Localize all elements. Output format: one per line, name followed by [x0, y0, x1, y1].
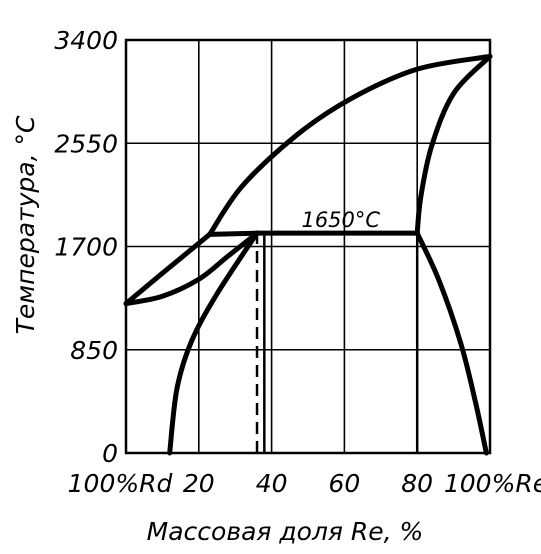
x-tick-label: 20 [183, 469, 215, 498]
y-axis-title: Температура, °C [11, 115, 40, 334]
y-tick-label: 1700 [54, 233, 118, 262]
tick-labels-layer: 100%Rd 20 40 60 80 100%Re 0 850 1700 2550 3400 [54, 26, 541, 498]
grid-layer [126, 40, 490, 453]
x-tick-label: 40 [256, 469, 288, 498]
x-tick-label: 100%Re [444, 469, 541, 498]
phase-boundary-line [207, 53, 493, 237]
phase-boundary-line [167, 230, 260, 456]
annotations-layer: 1650°C [301, 208, 380, 232]
phase-lines-layer [123, 53, 493, 456]
y-tick-label: 3400 [54, 26, 118, 55]
y-tick-label: 2550 [54, 129, 118, 158]
phase-boundary-line [414, 230, 489, 456]
phase-boundary-line [123, 231, 213, 307]
x-tick-label: 100%Rd [68, 469, 173, 498]
x-axis-title: Массовая доля Re, % [147, 517, 424, 546]
y-tick-label: 850 [70, 336, 118, 365]
x-tick-label: 60 [328, 469, 360, 498]
phase-boundary-line [207, 230, 260, 237]
temperature-annotation: 1650°C [301, 208, 380, 232]
plot-frame [124, 38, 492, 455]
y-tick-label: 0 [102, 439, 118, 468]
phase-boundary-line [414, 53, 493, 236]
plot-border [124, 38, 492, 455]
phase-boundary-line [123, 230, 260, 307]
x-tick-label: 80 [401, 469, 433, 498]
